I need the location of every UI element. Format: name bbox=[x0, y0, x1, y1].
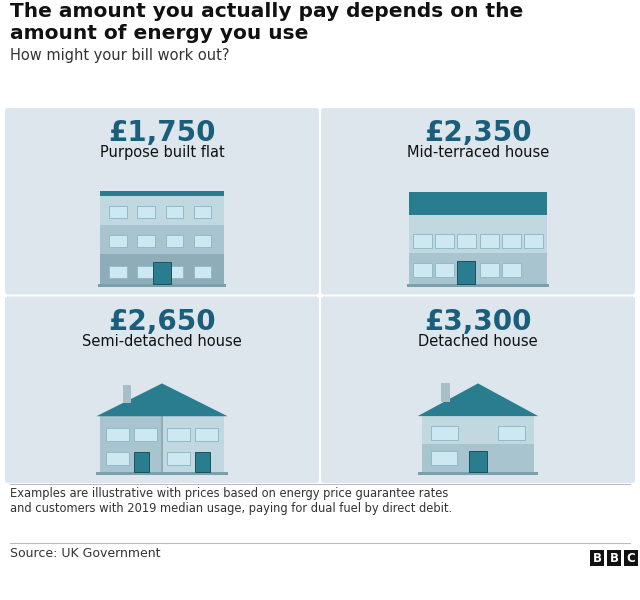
Polygon shape bbox=[418, 383, 538, 416]
Bar bbox=[431, 427, 458, 440]
Bar bbox=[413, 263, 431, 277]
Bar bbox=[100, 196, 223, 224]
Bar bbox=[134, 452, 149, 472]
Bar bbox=[409, 253, 547, 283]
Bar bbox=[109, 235, 127, 247]
Bar bbox=[100, 224, 223, 254]
Bar bbox=[469, 451, 486, 472]
FancyBboxPatch shape bbox=[5, 108, 319, 295]
Text: Examples are illustrative with prices based on energy price guarantee rates: Examples are illustrative with prices ba… bbox=[10, 487, 449, 500]
Text: and customers with 2019 median usage, paying for dual fuel by direct debit.: and customers with 2019 median usage, pa… bbox=[10, 502, 452, 515]
Bar bbox=[98, 283, 227, 287]
Bar bbox=[194, 206, 211, 218]
FancyBboxPatch shape bbox=[321, 296, 635, 483]
Bar bbox=[441, 383, 450, 403]
Bar bbox=[138, 235, 155, 247]
Bar bbox=[502, 263, 521, 277]
Bar bbox=[106, 452, 129, 466]
Bar bbox=[480, 234, 499, 248]
Bar bbox=[435, 263, 454, 277]
Bar bbox=[422, 444, 534, 472]
Bar bbox=[97, 472, 228, 475]
Bar bbox=[109, 206, 127, 218]
Polygon shape bbox=[97, 383, 228, 416]
Bar bbox=[138, 266, 155, 278]
Bar bbox=[123, 385, 131, 403]
Bar bbox=[100, 191, 223, 196]
Text: Source: UK Government: Source: UK Government bbox=[10, 547, 161, 560]
Bar bbox=[590, 550, 604, 566]
Bar bbox=[480, 263, 499, 277]
Bar bbox=[106, 428, 129, 441]
Bar bbox=[458, 234, 476, 248]
Bar bbox=[431, 451, 456, 465]
Bar bbox=[435, 234, 454, 248]
Bar bbox=[167, 452, 190, 466]
Text: Mid-terraced house: Mid-terraced house bbox=[407, 145, 549, 160]
Bar bbox=[524, 234, 543, 248]
Bar bbox=[195, 428, 218, 441]
Text: B: B bbox=[609, 551, 618, 565]
Text: B: B bbox=[593, 551, 602, 565]
Text: Detached house: Detached house bbox=[418, 334, 538, 349]
Bar bbox=[138, 206, 155, 218]
Bar bbox=[167, 428, 190, 441]
Bar bbox=[100, 416, 162, 472]
Bar bbox=[409, 193, 547, 215]
Bar bbox=[194, 266, 211, 278]
Bar bbox=[418, 472, 538, 475]
Bar bbox=[406, 283, 549, 287]
Text: £2,650: £2,650 bbox=[108, 307, 216, 335]
Bar bbox=[162, 416, 225, 472]
Text: How might your bill work out?: How might your bill work out? bbox=[10, 48, 230, 63]
Bar bbox=[502, 234, 521, 248]
Bar bbox=[166, 266, 183, 278]
Bar bbox=[134, 428, 157, 441]
Bar bbox=[458, 261, 474, 283]
Text: The amount you actually pay depends on the: The amount you actually pay depends on t… bbox=[10, 2, 524, 21]
Text: £2,350: £2,350 bbox=[424, 119, 532, 147]
Text: £1,750: £1,750 bbox=[108, 119, 216, 147]
Bar bbox=[409, 215, 547, 253]
FancyBboxPatch shape bbox=[5, 296, 319, 483]
Bar bbox=[153, 262, 171, 283]
Bar bbox=[422, 416, 534, 444]
Bar bbox=[109, 266, 127, 278]
Text: amount of energy you use: amount of energy you use bbox=[10, 24, 308, 43]
Text: £3,300: £3,300 bbox=[424, 307, 532, 335]
Bar bbox=[166, 235, 183, 247]
Text: C: C bbox=[627, 551, 636, 565]
Bar bbox=[195, 452, 209, 472]
Text: Purpose built flat: Purpose built flat bbox=[100, 145, 225, 160]
Bar bbox=[607, 550, 621, 566]
Bar bbox=[194, 235, 211, 247]
FancyBboxPatch shape bbox=[321, 108, 635, 295]
Bar bbox=[413, 234, 431, 248]
Bar bbox=[100, 254, 223, 283]
Bar bbox=[498, 427, 525, 440]
Bar bbox=[624, 550, 638, 566]
Text: Semi-detached house: Semi-detached house bbox=[82, 334, 242, 349]
Bar bbox=[161, 416, 163, 472]
Bar bbox=[166, 206, 183, 218]
